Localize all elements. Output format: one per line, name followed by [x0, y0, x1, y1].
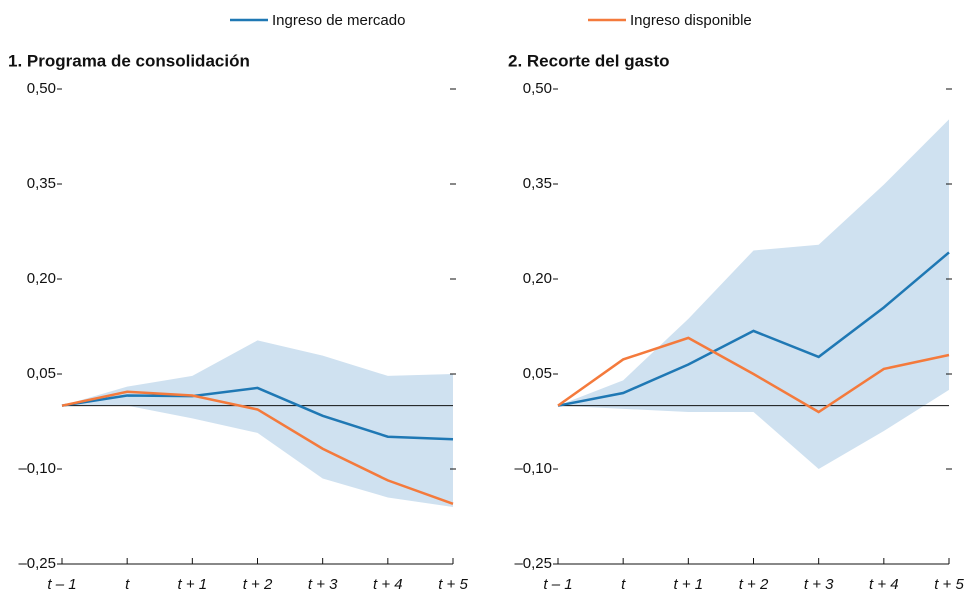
y-tick-label: –0,25 — [18, 555, 56, 572]
x-tick-label: t – 1 — [543, 576, 572, 593]
confidence-band — [558, 119, 949, 470]
x-tick-label: t — [125, 576, 130, 593]
series-line — [61, 386, 454, 441]
x-tick-label: t + 4 — [869, 576, 899, 593]
x-tick-label: t + 4 — [373, 576, 403, 593]
panel-title: 1. Programa de consolidación — [8, 51, 250, 70]
series-line — [557, 251, 950, 407]
y-tick-label: –0,10 — [514, 460, 552, 477]
y-tick-label: 0,50 — [27, 80, 56, 97]
y-tick-label: 0,50 — [523, 80, 552, 97]
y-tick-label: 0,20 — [523, 270, 552, 287]
x-tick-label: t + 1 — [674, 576, 704, 593]
y-tick-label: 0,05 — [523, 365, 552, 382]
series-line — [61, 390, 454, 506]
x-tick-label: t + 2 — [739, 576, 769, 593]
x-tick-label: t + 5 — [438, 576, 468, 593]
x-tick-label: t + 3 — [804, 576, 834, 593]
legend-label: Ingreso disponible — [630, 12, 752, 29]
y-tick-label: –0,10 — [18, 460, 56, 477]
x-tick-label: t + 5 — [934, 576, 964, 593]
x-tick-label: t + 1 — [178, 576, 208, 593]
y-tick-label: 0,05 — [27, 365, 56, 382]
y-tick-label: 0,20 — [27, 270, 56, 287]
x-tick-label: t — [621, 576, 626, 593]
y-tick-label: 0,35 — [523, 175, 552, 192]
panel-title: 2. Recorte del gasto — [508, 51, 670, 70]
y-tick-label: –0,25 — [514, 555, 552, 572]
series-line — [557, 336, 950, 414]
y-tick-label: 0,35 — [27, 175, 56, 192]
x-tick-label: t + 3 — [308, 576, 338, 593]
legend-label: Ingreso de mercado — [272, 12, 405, 29]
x-tick-label: t – 1 — [47, 576, 76, 593]
x-tick-label: t + 2 — [243, 576, 273, 593]
